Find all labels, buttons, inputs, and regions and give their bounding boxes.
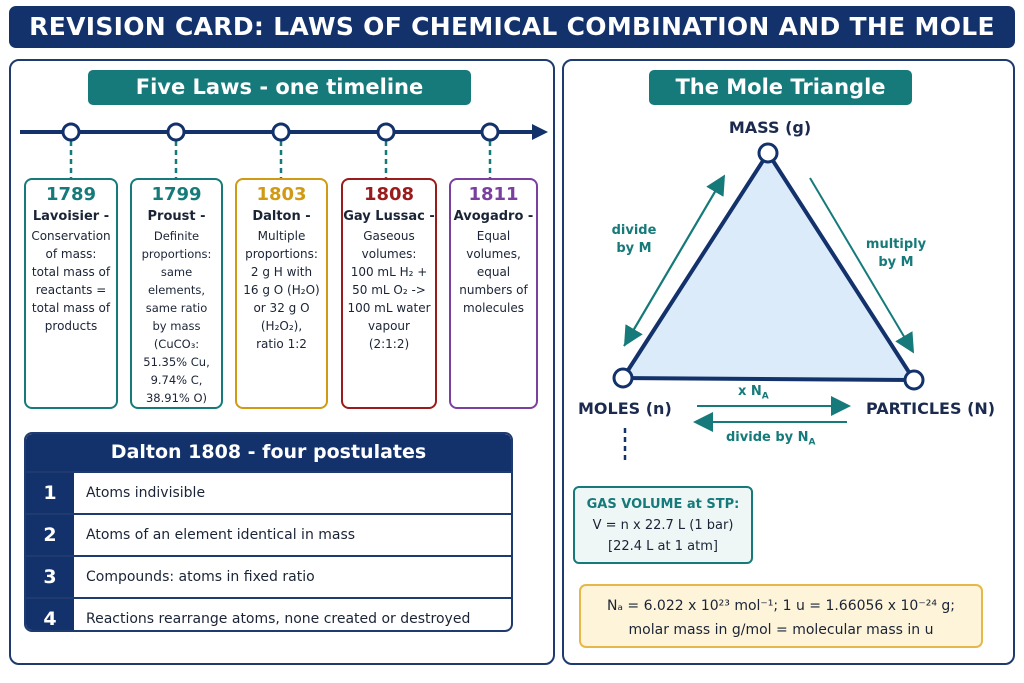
mass-vertex — [757, 142, 779, 164]
law-name: Lavoisier - — [32, 209, 110, 224]
postulate-text: Atoms indivisible — [86, 485, 206, 501]
times-na-label: x NA — [738, 384, 769, 402]
law-description: Gaseous volumes: 100 mL H₂ + 50 mL O₂ ->… — [347, 229, 431, 351]
timeline-node-1808 — [376, 122, 396, 142]
divide-by-na-label: divide by NA — [726, 430, 816, 448]
law-year: 1811 — [468, 184, 519, 205]
postulate-text: Reactions rearrange atoms, none created … — [86, 611, 471, 627]
multiply-by-m-arrow — [809, 177, 915, 354]
postulate-number: 1 — [26, 473, 74, 513]
divide-by-m-label: divide by M — [603, 222, 665, 258]
mole-triangle — [621, 151, 916, 382]
law-description: Conservation of mass: total mass of reac… — [31, 229, 111, 333]
postulate-row: 4 Reactions rearrange atoms, none create… — [26, 597, 511, 630]
postulate-number: 2 — [26, 515, 74, 555]
timeline-node-1803 — [271, 122, 291, 142]
postulates-heading: Dalton 1808 - four postulates — [26, 434, 511, 471]
constants-box: Nₐ = 6.022 x 10²³ mol⁻¹; 1 u = 1.66056 x… — [579, 584, 983, 648]
multiply-by-m-line2: by M — [878, 255, 914, 270]
constants-line2: molar mass in g/mol = molecular mass in … — [628, 622, 934, 638]
law-card-lavoisier: 1789 Lavoisier - Conservation of mass: t… — [24, 178, 118, 409]
postulate-row: 1 Atoms indivisible — [26, 471, 511, 513]
gas-volume-line1: V = n x 22.7 L (1 bar) — [592, 518, 734, 533]
moles-label: MOLES (n) — [578, 399, 672, 418]
moles-vertex — [612, 367, 634, 389]
multiply-by-m-label: multiply by M — [858, 236, 934, 272]
postulate-number: 4 — [26, 599, 74, 630]
law-name: Dalton - — [252, 209, 311, 224]
page-title: REVISION CARD: LAWS OF CHEMICAL COMBINAT… — [9, 6, 1015, 48]
divide-by-na-subscript: A — [808, 437, 816, 448]
law-card-gay-lussac: 1808 Gay Lussac - Gaseous volumes: 100 m… — [341, 178, 437, 409]
mole-triangle-diagram — [612, 142, 925, 460]
particles-label: PARTICLES (N) — [866, 399, 996, 418]
law-description: Definite proportions: same elements, sam… — [141, 229, 212, 405]
law-year: 1799 — [151, 184, 202, 205]
law-card-dalton: 1803 Dalton - Multiple proportions: 2 g … — [235, 178, 328, 409]
law-description: Multiple proportions: 2 g H with 16 g O … — [243, 229, 320, 351]
times-na-text: x N — [738, 384, 762, 399]
postulate-row: 3 Compounds: atoms in fixed ratio — [26, 555, 511, 597]
timeline-node-1811 — [480, 122, 500, 142]
multiply-by-m-line1: multiply — [865, 237, 927, 252]
laws-heading: Five Laws - one timeline — [88, 70, 471, 105]
postulate-text: Compounds: atoms in fixed ratio — [86, 569, 315, 585]
constants-line1: Nₐ = 6.022 x 10²³ mol⁻¹; 1 u = 1.66056 x… — [606, 598, 956, 614]
mass-label: MASS (g) — [728, 118, 812, 137]
law-name: Proust - — [147, 209, 206, 224]
divide-by-m-line1: divide — [611, 223, 657, 238]
law-name: Avogadro - — [453, 209, 534, 224]
law-card-avogadro: 1811 Avogadro - Equal volumes, equal num… — [449, 178, 538, 409]
particles-vertex — [903, 369, 925, 391]
postulate-text: Atoms of an element identical in mass — [86, 527, 356, 543]
gas-volume-title: GAS VOLUME at STP: — [586, 497, 740, 512]
timeline-node-1799 — [166, 122, 186, 142]
divide-by-na-text: divide by N — [726, 430, 809, 445]
gas-volume-line2: [22.4 L at 1 atm] — [608, 539, 718, 554]
divide-by-m-line2: by M — [616, 241, 652, 256]
law-year: 1803 — [256, 184, 307, 205]
law-card-proust: 1799 Proust - Definite proportions: same… — [130, 178, 223, 409]
postulates-table: Dalton 1808 - four postulates 1 Atoms in… — [24, 432, 513, 632]
timeline-node-1789 — [61, 122, 81, 142]
times-na-subscript: A — [761, 391, 769, 402]
law-year: 1808 — [363, 184, 415, 205]
law-description: Equal volumes, equal numbers of molecule… — [459, 229, 528, 315]
mole-heading: The Mole Triangle — [649, 70, 912, 105]
law-name: Gay Lussac - — [343, 209, 435, 224]
law-year: 1789 — [45, 184, 97, 205]
postulate-row: 2 Atoms of an element identical in mass — [26, 513, 511, 555]
gas-volume-box: GAS VOLUME at STP: V = n x 22.7 L (1 bar… — [573, 486, 753, 564]
postulate-number: 3 — [26, 557, 74, 597]
timeline — [20, 122, 548, 178]
